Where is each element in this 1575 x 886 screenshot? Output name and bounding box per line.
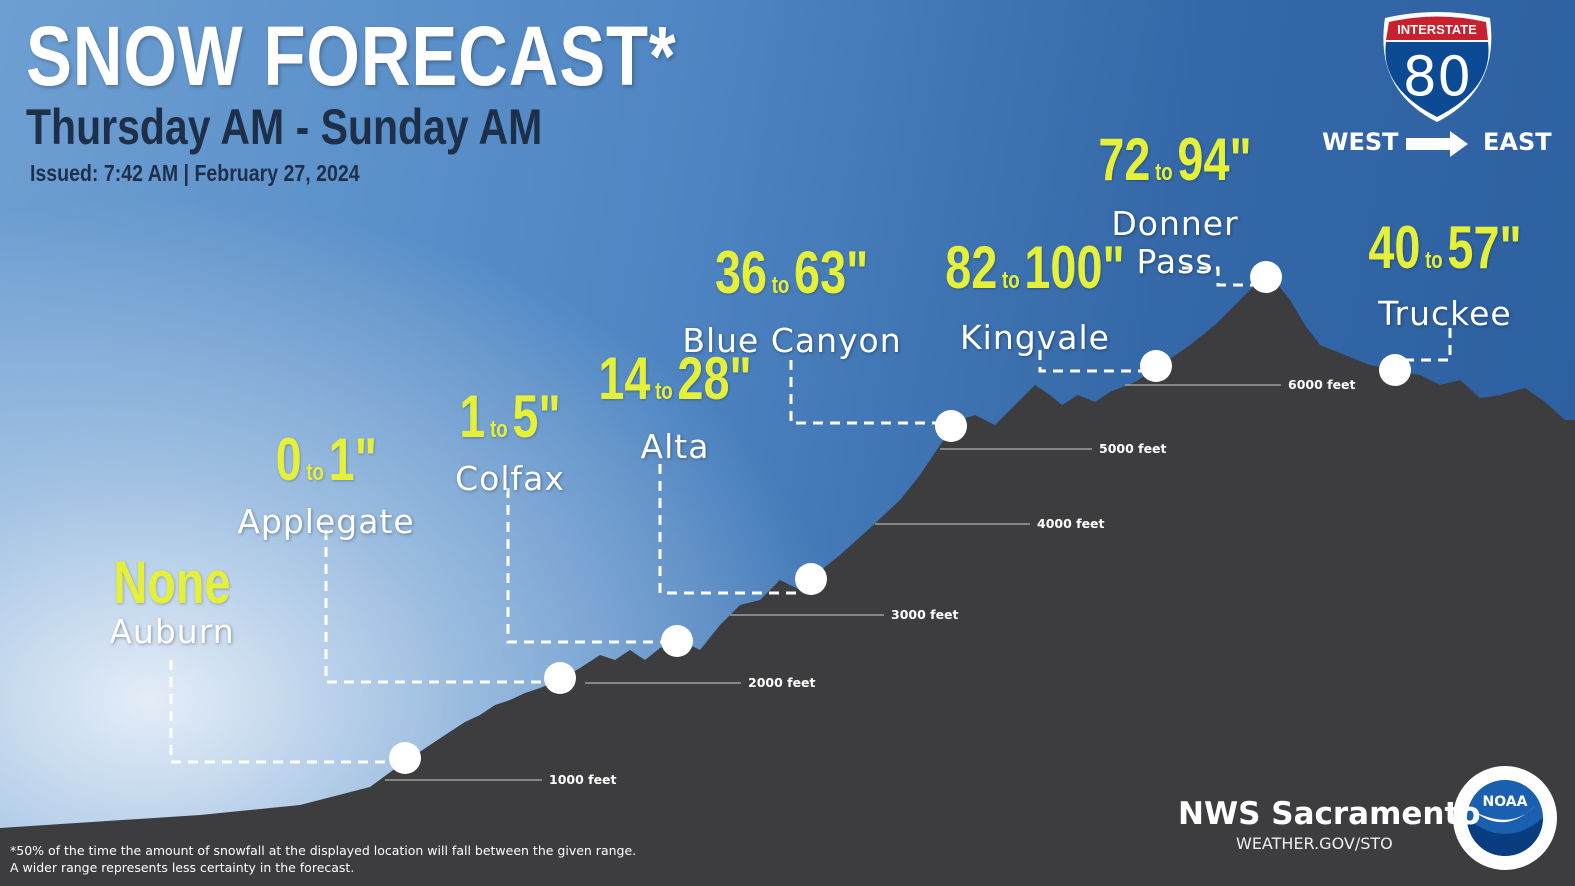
marker-blue-canyon xyxy=(935,410,967,442)
interstate-80-shield: INTERSTATE 80 xyxy=(1383,12,1492,122)
elevation-label-1000: 1000 feet xyxy=(549,772,617,787)
interstate-number: 80 xyxy=(1403,45,1472,108)
arrow-right-icon xyxy=(1406,131,1468,157)
snow-amount: 40 to57" xyxy=(1368,214,1522,281)
location-auburn: None Auburn xyxy=(97,553,247,651)
issued-time: Issued: 7:42 AM | February 27, 2024 xyxy=(30,160,360,186)
location-colfax: 1 to5" Colfax xyxy=(445,387,575,498)
footnote: *50% of the time the amount of snowfall … xyxy=(10,843,637,875)
marker-auburn xyxy=(389,742,421,774)
elevation-label-4000: 4000 feet xyxy=(1037,516,1105,531)
marker-kingvale xyxy=(1140,350,1172,382)
location-donner-pass: 72 to94" Donner Pass xyxy=(1077,130,1274,281)
elevation-label-2000: 2000 feet xyxy=(748,675,816,690)
elevation-label-3000: 3000 feet xyxy=(891,607,959,622)
marker-truckee xyxy=(1379,354,1411,386)
office-name: NWS Sacramento xyxy=(1178,796,1481,832)
noaa-logo: NOAA xyxy=(1453,766,1557,870)
leader-alta xyxy=(658,464,800,595)
leader-blue-canyon xyxy=(789,360,940,425)
website-link[interactable]: WEATHER.GOV/STO xyxy=(1236,834,1393,853)
location-truckee: 40 to57" Truckee xyxy=(1347,218,1544,333)
marker-donner-pass xyxy=(1250,261,1282,293)
snow-amount: 0 to1" xyxy=(275,426,377,493)
snow-amount: None xyxy=(113,549,231,616)
location-name: Applegate xyxy=(237,502,415,541)
snow-amount: 14 to28" xyxy=(598,345,752,412)
direction-east: EAST xyxy=(1483,128,1552,156)
location-name: Colfax xyxy=(455,459,565,498)
location-name: Kingvale xyxy=(960,318,1110,357)
leader-colfax xyxy=(506,488,667,644)
location-kingvale: 82 to100" Kingvale xyxy=(920,238,1150,357)
location-name: Truckee xyxy=(1378,294,1512,333)
location-name: Blue Canyon xyxy=(682,321,902,360)
location-blue-canyon: 36 to63" Blue Canyon xyxy=(682,243,901,360)
leader-donner-pass xyxy=(1182,266,1255,287)
location-name: Alta xyxy=(640,427,710,466)
location-alta: 14 to28" Alta xyxy=(577,349,774,466)
elevation-label-6000: 6000 feet xyxy=(1288,377,1356,392)
leader-kingvale xyxy=(1038,350,1145,373)
snow-amount: 82 to100" xyxy=(945,234,1125,301)
location-name-line1: Donner xyxy=(1111,204,1239,243)
leader-applegate xyxy=(324,530,550,684)
page-title: SNOW FORECAST* xyxy=(26,9,677,103)
leader-auburn xyxy=(169,660,395,764)
elevation-lines xyxy=(385,384,1281,781)
direction-west: WEST xyxy=(1322,128,1399,156)
marker-colfax xyxy=(661,625,693,657)
snow-amount: 36 to63" xyxy=(715,239,869,306)
marker-alta xyxy=(795,563,827,595)
snow-amount: 72 to94" xyxy=(1098,126,1252,193)
forecast-period: Thursday AM - Sunday AM xyxy=(26,99,543,155)
snow-amount: 1 to5" xyxy=(459,383,561,450)
location-applegate: 0 to1" Applegate xyxy=(237,430,414,541)
mountain-silhouette xyxy=(0,272,1575,886)
interstate-label: INTERSTATE xyxy=(1397,22,1477,37)
svg-text:NOAA: NOAA xyxy=(1483,794,1528,810)
location-name-line2: Pass xyxy=(1136,242,1214,281)
location-name: Auburn xyxy=(109,612,235,651)
elevation-label-5000: 5000 feet xyxy=(1099,441,1167,456)
marker-applegate xyxy=(544,662,576,694)
